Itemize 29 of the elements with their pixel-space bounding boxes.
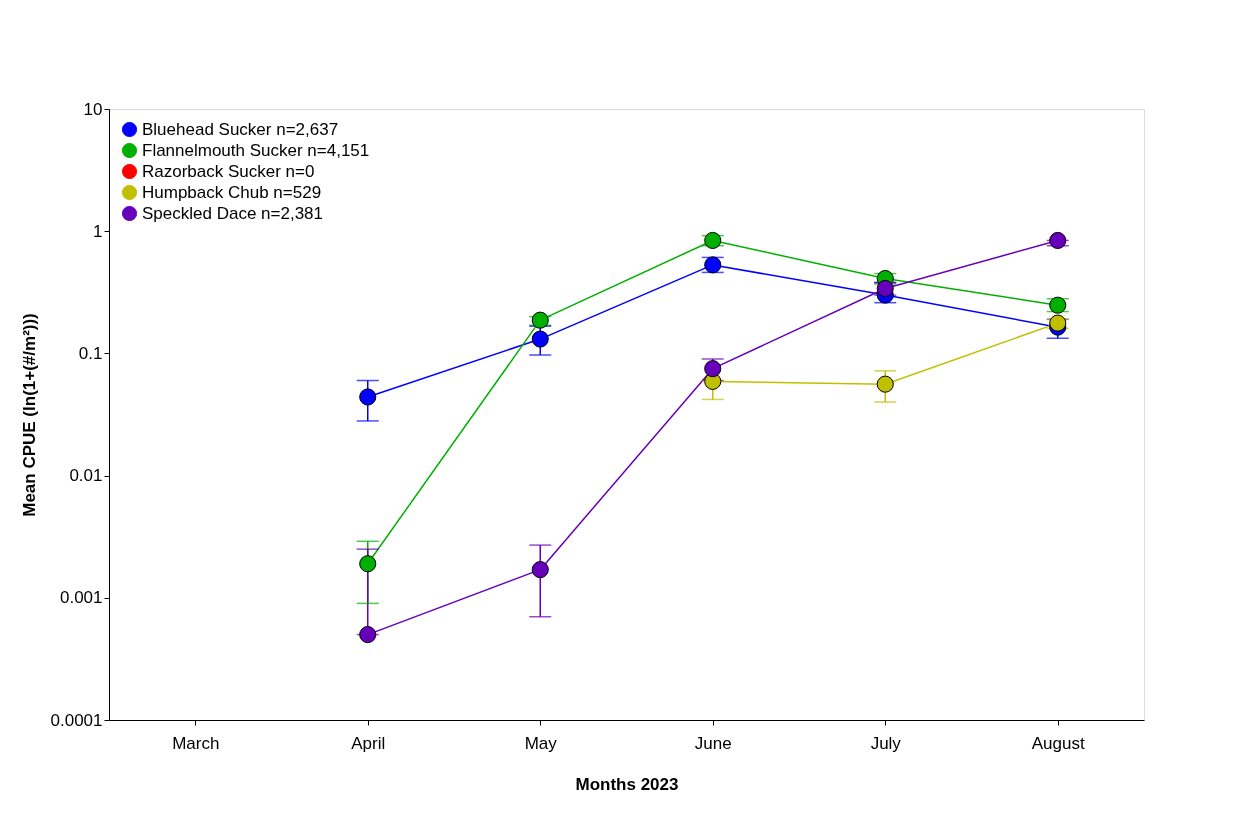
point [704, 360, 722, 378]
legend-label: Flannelmouth Sucker n=4,151 [142, 140, 370, 160]
y-tick-label: 0.001 [59, 588, 103, 608]
x-tick-label: June [694, 733, 732, 753]
point [359, 555, 377, 573]
x-tick-label: August [1031, 733, 1085, 753]
point [359, 388, 377, 406]
legend-label: Speckled Dace n=2,381 [142, 203, 323, 223]
y-axis-title: Mean CPUE (ln(1+(#/m²))) [19, 313, 39, 517]
y-tick-label: 1 [93, 221, 103, 241]
y-tick-label: 0.0001 [50, 710, 103, 730]
point [531, 311, 549, 329]
y-tick-label: 0.01 [69, 466, 103, 486]
legend-label: Humpback Chub n=529 [142, 182, 322, 202]
point [531, 330, 549, 348]
point [531, 561, 549, 579]
point [1049, 314, 1067, 332]
y-tick-label: 0.1 [78, 343, 103, 363]
x-tick-label: April [351, 733, 386, 753]
x-tick-label: May [524, 733, 558, 753]
x-axis-title: Months 2023 [575, 774, 679, 794]
point [1049, 231, 1067, 249]
legend-label: Bluehead Sucker n=2,637 [142, 119, 339, 139]
x-tick-label: March [172, 733, 220, 753]
point [876, 375, 894, 393]
legend-label: Razorback Sucker n=0 [142, 161, 315, 181]
point [359, 626, 377, 644]
y-tick-label: 10 [83, 99, 103, 119]
x-tick-label: July [870, 733, 902, 753]
